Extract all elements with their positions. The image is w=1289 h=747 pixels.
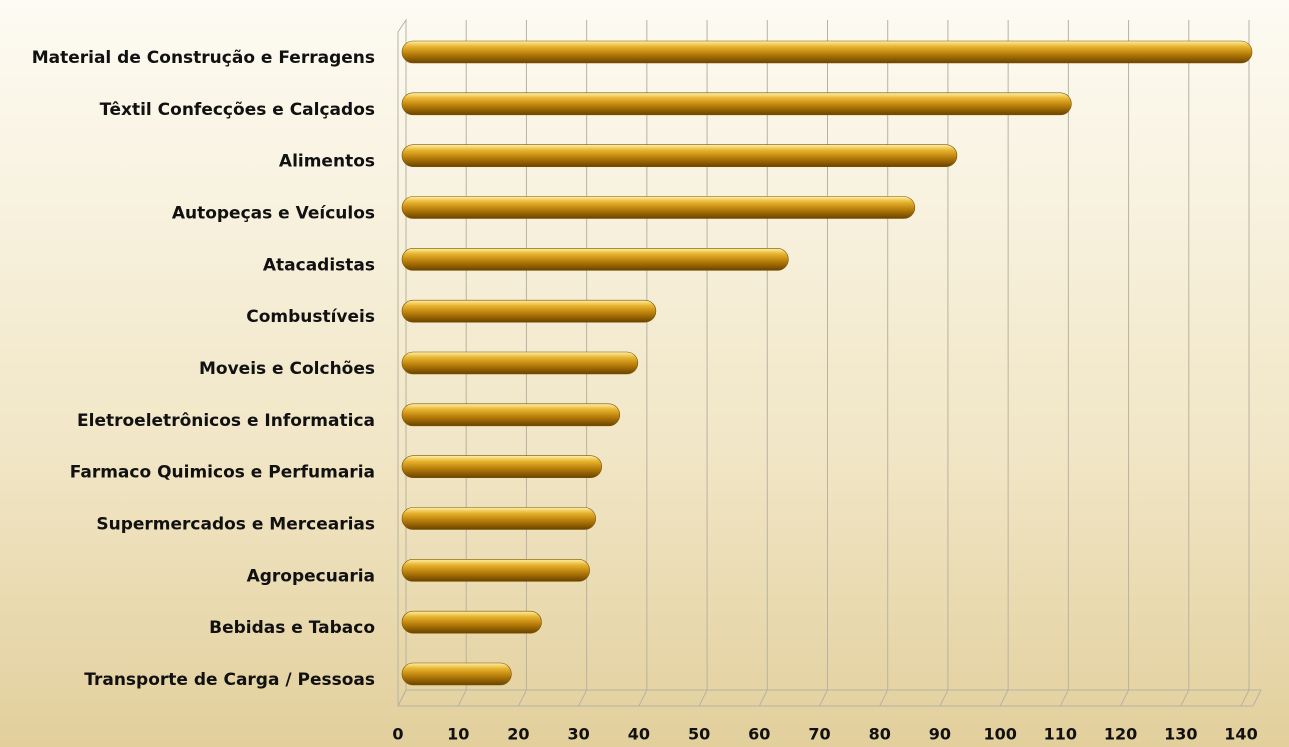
grid-line	[397, 20, 407, 707]
bar	[401, 403, 621, 427]
grid-line	[758, 20, 768, 707]
x-tick-label: 70	[808, 725, 830, 744]
x-tick-label: 80	[869, 725, 891, 744]
grid-line	[457, 20, 467, 707]
x-tick-label: 100	[983, 725, 1016, 744]
bar	[401, 92, 1072, 116]
y-tick-label: Material de Construção e Ferragens	[32, 48, 375, 68]
grid-line	[999, 20, 1009, 707]
bar	[401, 455, 602, 478]
bar	[401, 144, 958, 167]
grid-line	[1120, 20, 1130, 707]
x-tick-label: 110	[1044, 725, 1077, 744]
y-tick-label: Agropecuaria	[247, 566, 375, 586]
grid-line	[698, 20, 708, 707]
grid-line	[1240, 20, 1250, 707]
y-tick-label: Supermercados e Mercearias	[96, 515, 375, 535]
grid-line	[517, 20, 527, 707]
x-tick-label: 90	[929, 725, 951, 744]
y-tick-label: Transporte de Carga / Pessoas	[84, 670, 375, 690]
y-tick-label: Bebidas e Tabaco	[209, 618, 375, 638]
grid-line	[819, 20, 828, 707]
bar	[401, 351, 639, 375]
bar	[401, 507, 596, 530]
y-tick-label: Autopeças e Veículos	[172, 204, 375, 224]
x-tick-label: 30	[568, 725, 590, 744]
bar	[401, 248, 789, 271]
bar	[401, 299, 657, 323]
grid-line	[1059, 20, 1069, 707]
x-tick-label: 20	[507, 725, 529, 744]
y-tick-label: Têxtil Confecções e Calçados	[100, 100, 375, 120]
y-tick-label: Moveis e Colchões	[199, 359, 375, 379]
y-tick-label: Farmaco Quimicos e Perfumaria	[70, 463, 375, 483]
y-tick-label: Combustíveis	[246, 307, 375, 327]
bar	[401, 610, 542, 634]
grid-line	[578, 20, 588, 707]
x-tick-label: 0	[392, 725, 403, 744]
grid-line	[939, 20, 949, 707]
x-tick-label: 10	[447, 725, 469, 744]
x-tick-label: 140	[1224, 725, 1257, 744]
x-tick-label: 130	[1164, 725, 1197, 744]
bar	[401, 662, 512, 686]
bar	[401, 40, 1253, 64]
x-tick-label: 40	[628, 725, 650, 744]
x-tick-label: 60	[748, 725, 770, 744]
bar	[401, 559, 590, 582]
x-tick-label: 120	[1104, 725, 1137, 744]
y-tick-label: Eletroeletrônicos e Informatica	[77, 411, 375, 431]
grid-line	[1180, 20, 1190, 707]
grid-line	[638, 20, 648, 707]
grid-line	[879, 20, 889, 707]
bar	[401, 196, 916, 219]
x-tick-label: 50	[688, 725, 710, 744]
y-tick-label: Atacadistas	[263, 255, 375, 275]
y-tick-label: Alimentos	[279, 152, 375, 172]
